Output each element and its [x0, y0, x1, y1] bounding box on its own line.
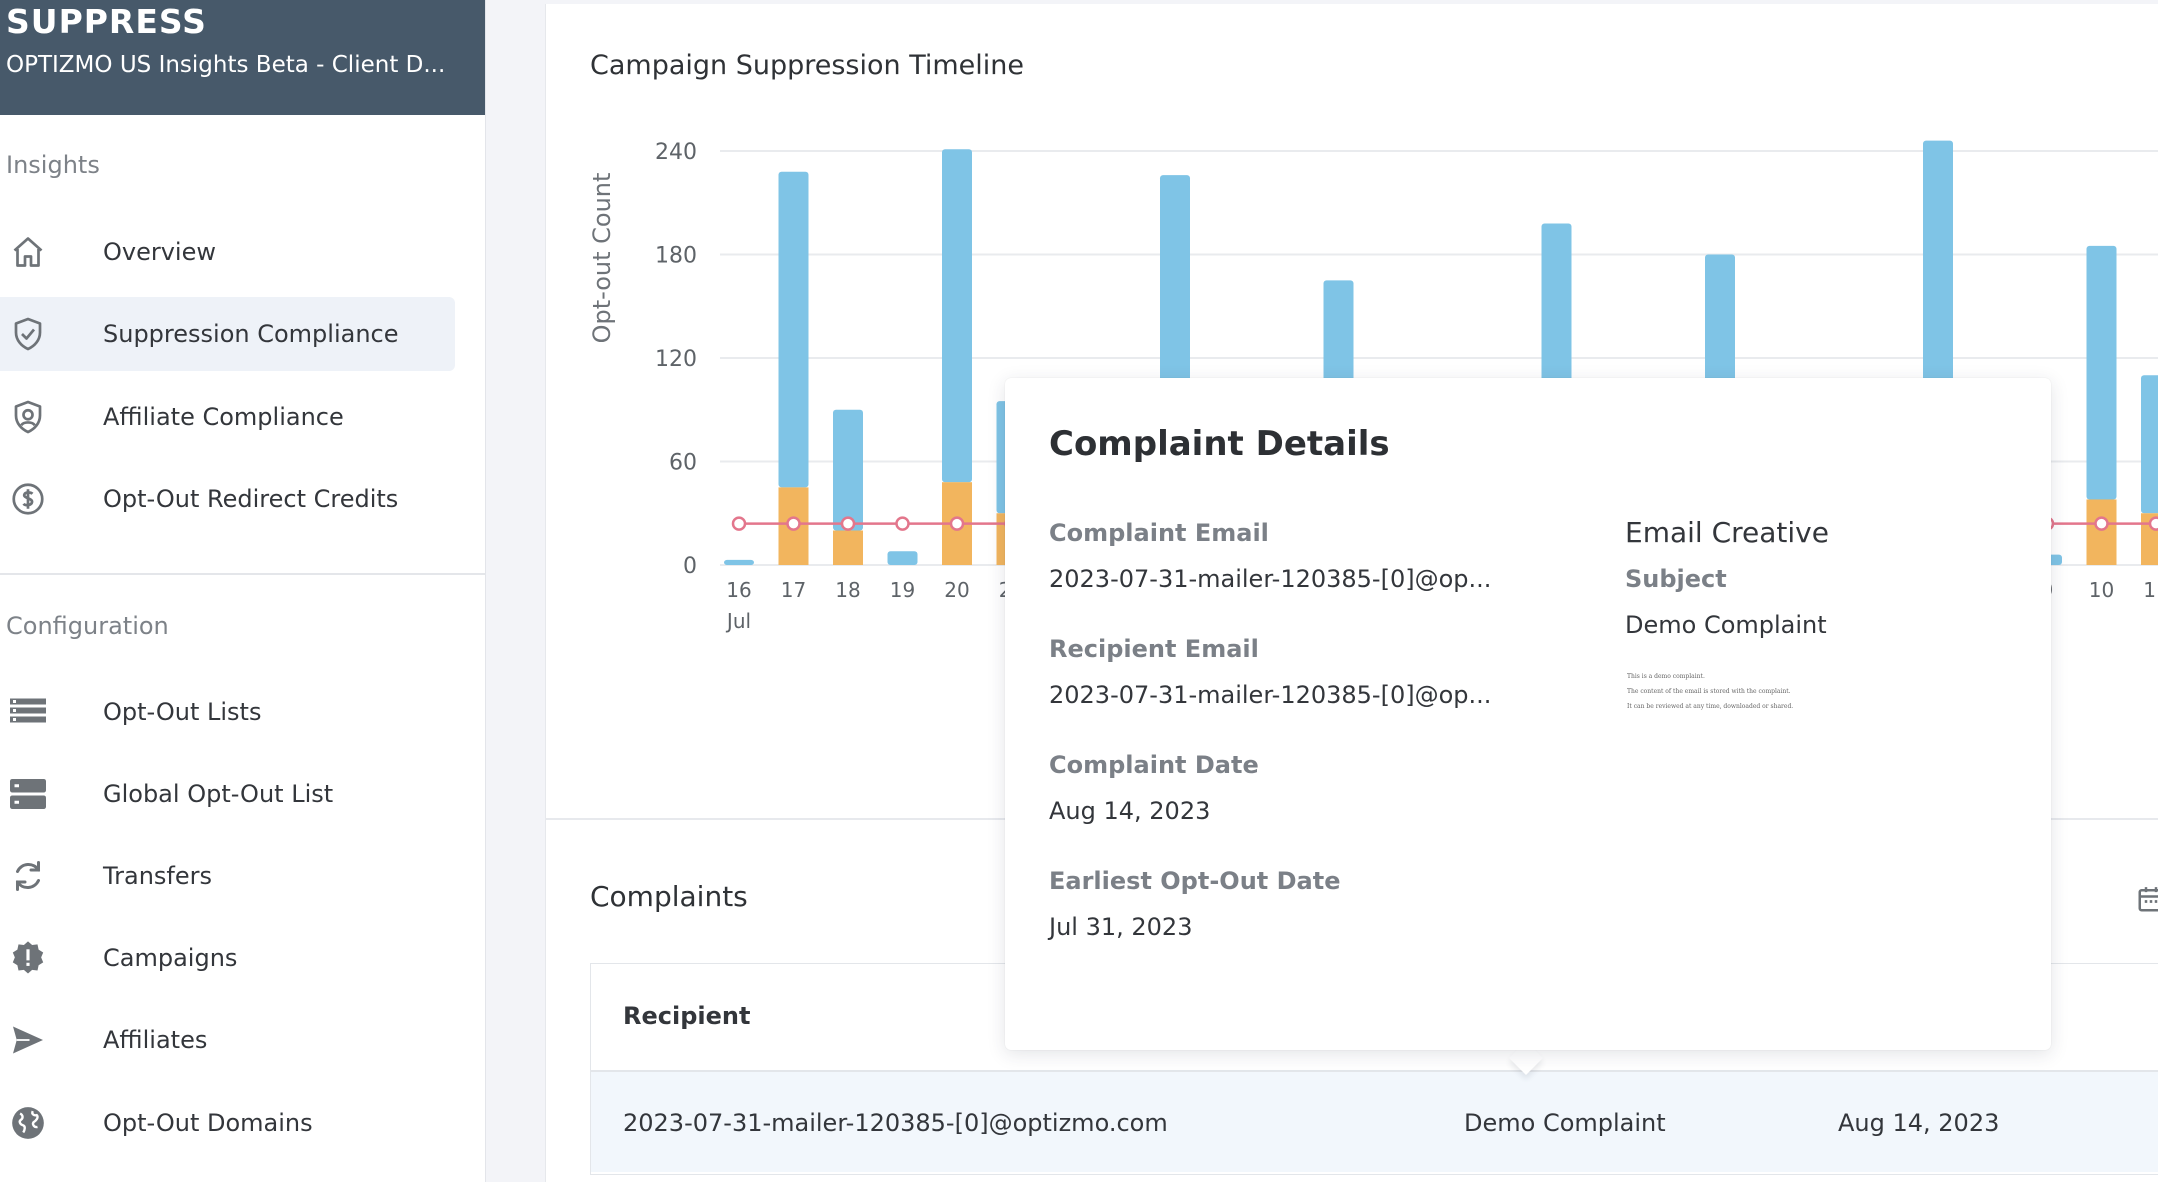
server-icon [8, 774, 48, 814]
recipient-email-value: 2023-07-31-mailer-120385-[0]@op... [1049, 681, 1492, 709]
nav-label: Transfers [103, 862, 213, 890]
table-header: Recipient [591, 964, 2158, 1072]
x-tick-label: 19 [890, 578, 915, 602]
globe-icon [8, 1103, 48, 1143]
complaint-date-label: Complaint Date [1049, 751, 1259, 779]
x-month-label: Jul [725, 609, 751, 633]
nav-label: Global Opt-Out List [103, 780, 334, 808]
nav-label: Suppression Compliance [103, 320, 399, 348]
bar-segment-series-1[interactable] [2086, 245, 2117, 500]
home-icon [8, 232, 48, 272]
nav-label: Opt-Out Redirect Credits [103, 485, 399, 513]
badge-alert-icon [8, 938, 48, 978]
subject-label: Subject [1625, 565, 1727, 593]
table-row[interactable]: 2023-07-31-mailer-120385-[0]@optizmo.com… [591, 1072, 2158, 1172]
reference-point[interactable] [2094, 516, 2109, 531]
campaign-cell: Demo Complaint [1464, 1109, 1666, 1137]
bar-segment-series-2[interactable] [833, 530, 863, 566]
list-icon [8, 692, 48, 732]
recipient-email-label: Recipient Email [1049, 635, 1259, 663]
bar-segment-series-1[interactable] [887, 551, 918, 565]
email-creative-preview[interactable]: This is a demo complaint. The content of… [1627, 669, 1793, 714]
reference-point[interactable] [786, 516, 801, 531]
sync-icon [8, 856, 48, 896]
preview-line: The content of the email is stored with … [1627, 688, 1791, 695]
x-tick-label: 17 [781, 578, 806, 602]
dollar-circle-icon [8, 479, 48, 519]
date-cell: Aug 14, 2023 [1838, 1109, 2000, 1137]
bar-segment-series-1[interactable] [2141, 375, 2158, 514]
nav-label: Overview [103, 238, 216, 266]
complaints-title: Complaints [590, 880, 748, 913]
complaint-email-label: Complaint Email [1049, 519, 1269, 547]
popover-title: Complaint Details [1049, 424, 1390, 464]
subject-value: Demo Complaint [1625, 611, 1827, 639]
reference-point[interactable] [949, 516, 965, 531]
preview-line: This is a demo complaint. [1627, 673, 1705, 680]
reference-point[interactable] [2148, 516, 2158, 531]
app-name: SUPPRESS [6, 2, 207, 41]
y-tick-label: 120 [655, 347, 697, 372]
bar-segment-series-1[interactable] [724, 559, 754, 565]
sidebar: SUPPRESS OPTIZMO US Insights Beta - Clie… [0, 0, 486, 1182]
chart-title: Campaign Suppression Timeline [590, 50, 1025, 81]
x-tick-label: 16 [726, 578, 751, 602]
y-tick-label: 0 [683, 554, 697, 579]
nav-label: Affiliates [103, 1026, 208, 1054]
nav-item-affiliate-compliance[interactable]: Affiliate Compliance [0, 380, 455, 454]
y-tick-label: 180 [655, 244, 697, 269]
nav-item-opt-out-lists[interactable]: Opt-Out Lists [0, 675, 455, 749]
shield-user-icon [8, 397, 48, 437]
bar-segment-series-1[interactable] [942, 149, 972, 483]
bar-segment-series-1[interactable] [833, 409, 863, 531]
y-axis-label: Opt-out Count [588, 173, 616, 344]
nav-item-campaigns[interactable]: Campaigns [0, 921, 455, 995]
bar-segment-series-2[interactable] [2086, 499, 2117, 565]
x-tick-label: 10 [2089, 578, 2114, 602]
nav-item-opt-out-domains[interactable]: Opt-Out Domains [0, 1086, 455, 1160]
calendar-icon[interactable] [2136, 884, 2158, 918]
nav-label: Campaigns [103, 944, 238, 972]
reference-point[interactable] [731, 516, 747, 531]
recipient-cell: 2023-07-31-mailer-120385-[0]@optizmo.com [623, 1109, 1168, 1137]
shield-check-icon [8, 314, 48, 354]
nav-label: Opt-Out Lists [103, 698, 262, 726]
nav-item-affiliates[interactable]: Affiliates [0, 1003, 455, 1077]
insights-section-label: Insights [6, 151, 100, 179]
y-tick-label: 60 [669, 451, 697, 476]
y-tick-label: 240 [655, 140, 697, 165]
configuration-section-label: Configuration [6, 612, 169, 640]
nav-item-overview[interactable]: Overview [0, 215, 455, 289]
reference-point[interactable] [895, 516, 910, 531]
earliest-opt-out-date-value: Jul 31, 2023 [1049, 913, 1193, 941]
nav-item-suppression-compliance[interactable]: Suppression Compliance [0, 297, 455, 371]
send-icon [8, 1020, 48, 1060]
preview-line: It can be reviewed at any time, download… [1627, 703, 1794, 710]
nav-item-global-opt-out-list[interactable]: Global Opt-Out List [0, 757, 455, 831]
nav-label: Opt-Out Domains [103, 1109, 313, 1137]
earliest-opt-out-date-label: Earliest Opt-Out Date [1049, 867, 1341, 895]
x-tick-label: 11 [2143, 578, 2158, 602]
complaint-details-popover: Complaint Details Complaint Email 2023-0… [1005, 378, 2051, 1050]
nav-item-transfers[interactable]: Transfers [0, 839, 455, 913]
org-name: OPTIZMO US Insights Beta - Client D... [6, 52, 446, 78]
complaint-date-value: Aug 14, 2023 [1049, 797, 1211, 825]
brand-header[interactable]: SUPPRESS OPTIZMO US Insights Beta - Clie… [0, 0, 485, 115]
email-creative-title: Email Creative [1625, 516, 1829, 549]
reference-point[interactable] [840, 516, 856, 531]
bar-segment-series-1[interactable] [778, 171, 809, 488]
complaint-email-value: 2023-07-31-mailer-120385-[0]@op... [1049, 565, 1492, 593]
x-tick-label: 20 [944, 578, 969, 602]
nav-label: Affiliate Compliance [103, 403, 344, 431]
x-tick-label: 18 [835, 578, 860, 602]
sidebar-divider [0, 573, 485, 575]
recipient-column-header[interactable]: Recipient [623, 1002, 751, 1030]
nav-item-opt-out-redirect-credits[interactable]: Opt-Out Redirect Credits [0, 462, 455, 536]
